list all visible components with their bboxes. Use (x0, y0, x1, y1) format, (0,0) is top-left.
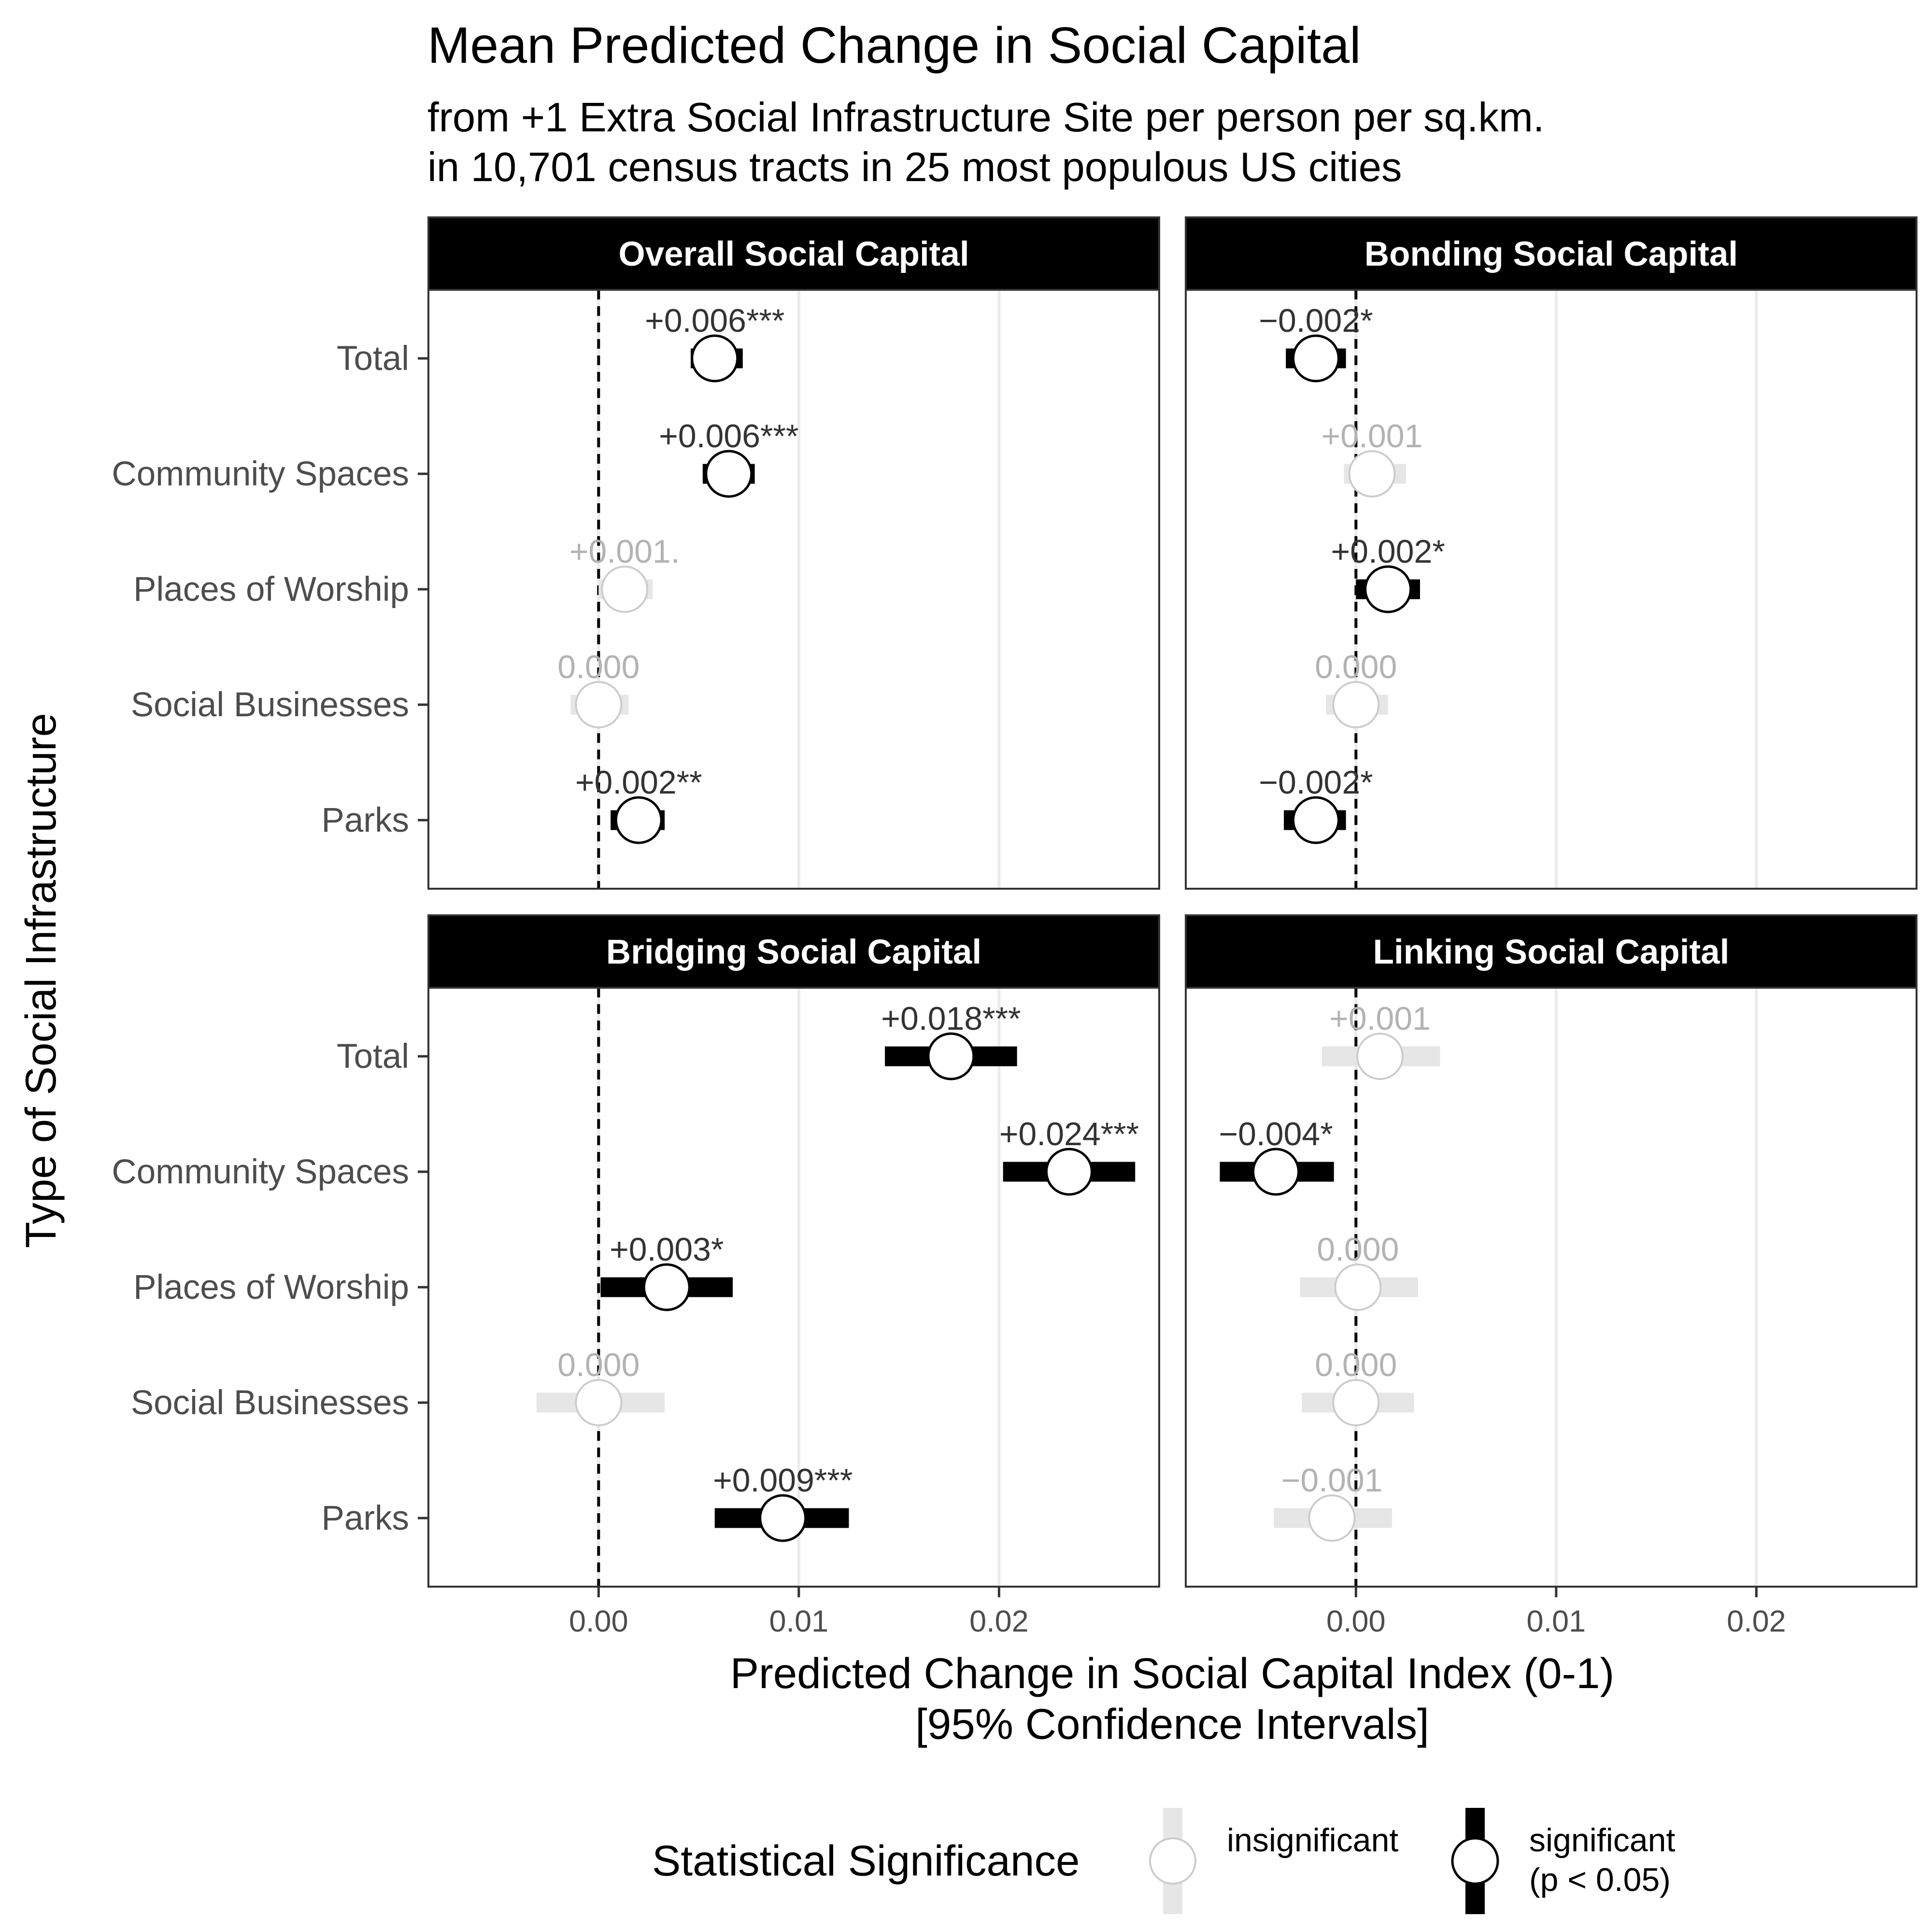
estimate-point-places-of-worship (1334, 1264, 1382, 1311)
y-tick-label-social-businesses: Social Businesses (131, 1384, 409, 1422)
data-label-places-of-worship: +0.002* (1331, 533, 1445, 570)
panel-background (1186, 290, 1917, 889)
y-tick-label-parks: Parks (322, 801, 410, 839)
y-tick-label-total: Total (337, 340, 409, 378)
facet-strip-label: Linking Social Capital (1373, 933, 1730, 971)
panel-bonding-social-capital: Bonding Social Capital −0.002* +0.001 +0.00… (1185, 216, 1918, 890)
legend-key-insignificant (1149, 1808, 1196, 1914)
facet-strip (1185, 914, 1918, 989)
estimate-point-places-of-worship (1364, 565, 1412, 613)
estimate-point-parks (1308, 1494, 1356, 1542)
data-label-community-spaces: −0.004* (1219, 1116, 1333, 1152)
legend: Statistical Significance insignificant sig… (652, 1808, 1675, 1914)
x-axis-title-line-1: Predicted Change in Social Capital Index… (730, 1649, 1614, 1697)
data-label-total: +0.001 (1329, 1000, 1431, 1037)
data-label-community-spaces: +0.006*** (659, 418, 798, 455)
estimate-point-parks (614, 796, 663, 844)
facet-strip-label: Bridging Social Capital (606, 933, 981, 971)
panel-bridging-social-capital: Bridging Social Capital +0.018*** +0.024**… (112, 914, 1160, 1638)
y-tick-label-parks: Parks (322, 1499, 410, 1537)
x-tick-label: 0.01 (1527, 1605, 1586, 1638)
y-tick-label-community-spaces: Community Spaces (112, 1153, 409, 1191)
data-label-social-businesses: 0.000 (1315, 649, 1397, 685)
data-label-parks: −0.001 (1281, 1462, 1383, 1499)
estimate-point-community-spaces (1045, 1148, 1093, 1196)
estimate-point-parks (1292, 796, 1340, 844)
data-label-parks: −0.002* (1259, 764, 1373, 801)
data-label-social-businesses: 0.000 (1315, 1347, 1397, 1383)
facet-panels: Overall Social Capital +0.006*** +0.006***… (112, 216, 1918, 1638)
y-tick-label-community-spaces: Community Spaces (112, 455, 409, 493)
legend-label-insignificant-line-1: insignificant (1227, 1822, 1398, 1859)
legend-label-significant-line-1: significant (1529, 1822, 1675, 1859)
facet-strip (1185, 216, 1918, 291)
data-label-places-of-worship: 0.000 (1317, 1231, 1399, 1268)
x-tick-label: 0.02 (1727, 1605, 1786, 1638)
panel-overall-social-capital: Overall Social Capital +0.006*** +0.006***… (112, 216, 1160, 890)
data-label-total: +0.018*** (881, 1000, 1021, 1037)
x-tick-label: 0.02 (969, 1605, 1029, 1638)
data-label-parks: +0.002** (575, 764, 702, 801)
estimate-point-total (1356, 1033, 1404, 1080)
panel-border (1185, 289, 1918, 890)
estimate-point-community-spaces (1252, 1148, 1300, 1196)
estimate-point-places-of-worship (642, 1263, 691, 1311)
legend-title: Statistical Significance (652, 1836, 1080, 1885)
y-tick-label-social-businesses: Social Businesses (131, 686, 409, 724)
estimate-point-total (691, 334, 739, 383)
estimate-point-social-businesses (1332, 1379, 1380, 1426)
chart-title: Mean Predicted Change in Social Capital (427, 17, 1361, 74)
data-label-community-spaces: +0.001 (1321, 418, 1423, 455)
panel-border (1185, 987, 1918, 1588)
estimate-point-total (927, 1032, 975, 1080)
y-axis-title: Type of Social Infrastructure (16, 713, 65, 1248)
panel-background (428, 988, 1159, 1587)
data-label-places-of-worship: +0.001. (569, 533, 680, 570)
x-tick-label: 0.00 (1326, 1605, 1386, 1638)
x-axis-title-line-2: [95% Confidence Intervals] (915, 1700, 1429, 1748)
estimate-point-parks (759, 1494, 807, 1542)
estimate-point-social-businesses (575, 1379, 623, 1426)
legend-key-point (1149, 1837, 1196, 1885)
data-label-total: +0.006*** (645, 302, 784, 339)
estimate-point-places-of-worship (601, 566, 649, 613)
estimate-point-community-spaces (1348, 450, 1396, 497)
panel-background (428, 290, 1159, 889)
chart-subtitle-line-1: from +1 Extra Social Infrastructure Site… (427, 95, 1544, 141)
estimate-point-total (1292, 334, 1340, 383)
estimate-point-social-businesses (1332, 681, 1380, 728)
chart-subtitle-line-2: in 10,701 census tracts in 25 most popul… (427, 144, 1402, 190)
facet-strip-label: Bonding Social Capital (1364, 235, 1738, 273)
legend-key-point (1451, 1837, 1499, 1885)
y-tick-label-places-of-worship: Places of Worship (133, 570, 409, 609)
data-label-social-businesses: 0.000 (557, 649, 639, 685)
data-label-places-of-worship: +0.003* (610, 1231, 724, 1268)
data-label-community-spaces: +0.024*** (999, 1116, 1139, 1152)
facet-strip (427, 914, 1160, 989)
estimate-point-community-spaces (705, 450, 753, 498)
x-tick-label: 0.00 (569, 1605, 628, 1638)
y-tick-label-places-of-worship: Places of Worship (133, 1268, 409, 1307)
y-tick-label-total: Total (337, 1037, 409, 1076)
estimate-point-social-businesses (575, 681, 623, 728)
panel-linking-social-capital: Linking Social Capital+0.001−0.004*0.000… (1185, 914, 1918, 1638)
legend-key-significant (1451, 1808, 1499, 1914)
data-label-parks: +0.009*** (713, 1462, 852, 1499)
facet-strip (427, 216, 1160, 291)
data-label-social-businesses: 0.000 (557, 1347, 639, 1383)
legend-label-significant-line-2: (p < 0.05) (1529, 1861, 1671, 1898)
data-label-total: −0.002* (1259, 302, 1373, 339)
x-tick-label: 0.01 (769, 1605, 829, 1638)
facet-strip-label: Overall Social Capital (618, 235, 969, 273)
